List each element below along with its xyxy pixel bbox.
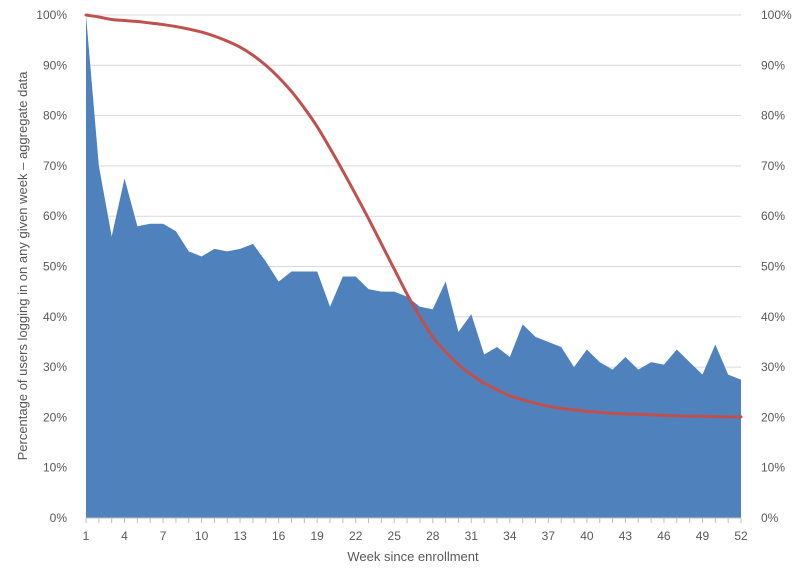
x-tick-label: 25: [388, 529, 402, 543]
y-tick-label-right: 80%: [761, 109, 785, 123]
x-tick-label: 37: [542, 529, 556, 543]
x-tick-label: 22: [349, 529, 363, 543]
y-axis-title: Percentage of users logging in on any gi…: [15, 71, 30, 461]
x-tick-label: 40: [580, 529, 594, 543]
x-tick-label: 13: [233, 529, 247, 543]
y-tick-label-right: 60%: [761, 209, 785, 223]
x-tick-label: 16: [272, 529, 286, 543]
x-tick-label: 31: [465, 529, 479, 543]
y-tick-label-right: 0%: [761, 511, 779, 525]
x-tick-label: 52: [734, 529, 748, 543]
x-tick-label: 49: [696, 529, 710, 543]
x-tick-label: 46: [657, 529, 671, 543]
x-tick-label: 34: [503, 529, 517, 543]
x-tick-label: 7: [160, 529, 167, 543]
y-tick-label-right: 20%: [761, 410, 785, 424]
x-tick-label: 1: [83, 529, 90, 543]
x-axis-title: Week since enrollment: [347, 549, 479, 564]
y-tick-label-left: 100%: [36, 8, 67, 22]
y-tick-label-left: 40%: [43, 310, 67, 324]
y-tick-label-left: 20%: [43, 410, 67, 424]
y-tick-label-left: 30%: [43, 360, 67, 374]
y-tick-label-right: 40%: [761, 310, 785, 324]
line-series: [84, 13, 743, 419]
x-tick-label: 19: [310, 529, 324, 543]
axes: 0% 0% 10% 10% 20% 20% 30% 30% 40% 40% 50% 50% 60% 60%…: [36, 8, 792, 543]
x-tick-label: 43: [619, 529, 633, 543]
x-tick-label: 4: [121, 529, 128, 543]
y-tick-label-left: 0%: [50, 511, 68, 525]
y-tick-label-right: 50%: [761, 260, 785, 274]
y-tick-label-right: 10%: [761, 461, 785, 475]
area-series: [86, 15, 741, 518]
y-tick-label-left: 10%: [43, 461, 67, 475]
y-tick-label-right: 70%: [761, 159, 785, 173]
x-tick-label: 10: [195, 529, 209, 543]
y-tick-label-left: 60%: [43, 209, 67, 223]
y-tick-label-right: 100%: [761, 8, 792, 22]
y-tick-label-right: 30%: [761, 360, 785, 374]
y-tick-label-left: 80%: [43, 109, 67, 123]
y-tick-label-right: 90%: [761, 58, 785, 72]
plot-area: [84, 13, 743, 518]
y-tick-label-left: 90%: [43, 58, 67, 72]
y-tick-label-left: 70%: [43, 159, 67, 173]
x-tick-label: 28: [426, 529, 440, 543]
y-tick-label-left: 50%: [43, 260, 67, 274]
